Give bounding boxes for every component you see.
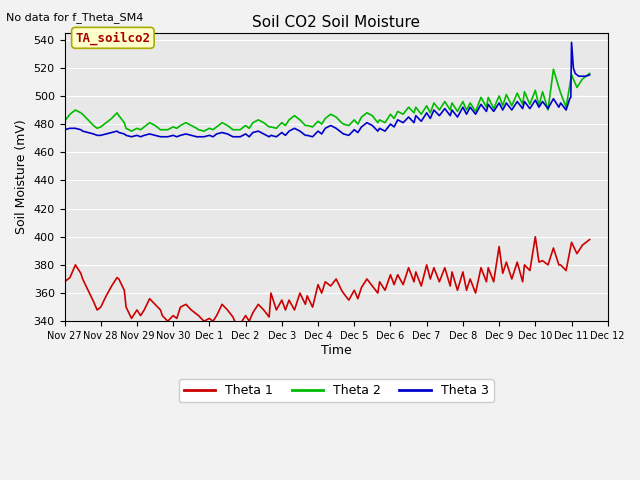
Theta 1 <box>586 237 593 242</box>
Theta 1 <box>484 265 492 271</box>
Theta 3 <box>128 134 136 140</box>
Title: Soil CO2 Soil Moisture: Soil CO2 Soil Moisture <box>252 15 420 30</box>
Theta 3 <box>404 114 412 120</box>
Theta 1 <box>236 321 244 327</box>
Theta 1 <box>381 288 389 293</box>
Theta 3 <box>567 95 575 100</box>
Y-axis label: Soil Moisture (mV): Soil Moisture (mV) <box>15 120 28 234</box>
Theta 2 <box>550 66 557 72</box>
Theta 3 <box>296 128 304 134</box>
Theta 2 <box>61 119 68 124</box>
Theta 2 <box>499 103 507 108</box>
Theta 1 <box>550 245 557 251</box>
Theta 1 <box>61 279 68 285</box>
Theta 1 <box>412 269 420 275</box>
Theta 2 <box>381 120 389 126</box>
Theta 3 <box>430 107 438 113</box>
Theta 2 <box>586 71 593 76</box>
Line: Theta 3: Theta 3 <box>65 42 589 137</box>
Theta 2 <box>128 128 136 134</box>
Theta 2 <box>242 122 250 128</box>
Line: Theta 1: Theta 1 <box>65 237 589 324</box>
Theta 1 <box>242 312 250 318</box>
Theta 2 <box>544 107 552 113</box>
Legend: Theta 1, Theta 2, Theta 3: Theta 1, Theta 2, Theta 3 <box>179 379 493 402</box>
X-axis label: Time: Time <box>321 344 351 357</box>
Theta 3 <box>61 127 68 132</box>
Theta 2 <box>412 104 420 110</box>
Theta 3 <box>586 72 593 78</box>
Text: No data for f_Theta_SM4: No data for f_Theta_SM4 <box>6 12 144 23</box>
Line: Theta 2: Theta 2 <box>65 69 589 131</box>
Theta 3 <box>115 130 123 135</box>
Theta 2 <box>484 95 492 100</box>
Theta 3 <box>568 39 575 45</box>
Theta 1 <box>531 234 539 240</box>
Theta 3 <box>193 134 200 140</box>
Text: TA_soilco2: TA_soilco2 <box>76 31 150 45</box>
Theta 1 <box>499 270 507 276</box>
